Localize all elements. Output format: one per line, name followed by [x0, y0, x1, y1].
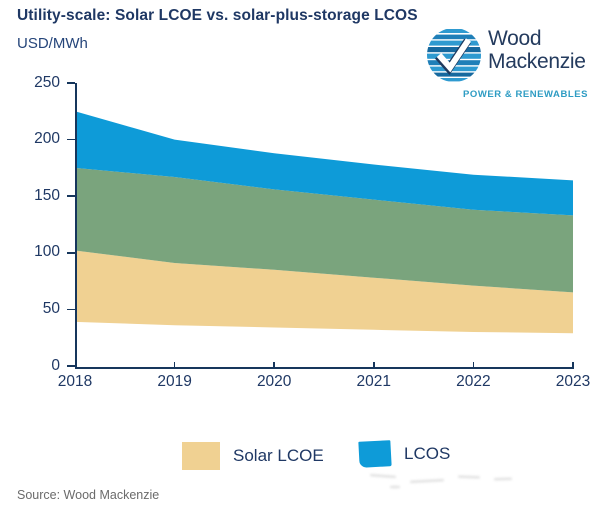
legend-item-solar-lcoe: Solar LCOE	[182, 442, 324, 470]
logo-wordmark: Wood Mackenzie	[488, 27, 586, 73]
lcos-band	[75, 111, 573, 216]
wood-mackenzie-logo: Wood Mackenzie POWER & RENEWABLES	[426, 27, 588, 100]
chart-title: Utility-scale: Solar LCOE vs. solar-plus…	[17, 7, 418, 24]
legend-swatch-lcos	[358, 440, 392, 468]
y-axis-tick	[67, 195, 75, 197]
y-axis-tick-label: 150	[34, 186, 60, 204]
y-axis-tick	[67, 138, 75, 141]
overlap-band	[75, 167, 573, 293]
y-axis-tick-label: 100	[34, 243, 60, 261]
x-axis-tick	[373, 361, 375, 368]
x-axis-tick-label: 2022	[456, 373, 491, 390]
y-axis-tick	[67, 252, 75, 254]
x-axis-tick-label: 2018	[57, 373, 93, 390]
x-axis-tick	[273, 361, 275, 368]
y-axis-tick-label: 250	[34, 73, 60, 91]
x-axis-tick-label: 2019	[157, 373, 192, 390]
x-axis-tick-label: 2021	[356, 373, 392, 390]
watermark-smudge	[362, 472, 532, 492]
y-axis-unit-label: USD/MWh	[17, 35, 88, 52]
y-axis-tick	[67, 365, 75, 367]
logo-row: Wood Mackenzie	[426, 27, 588, 83]
legend-item-lcos: LCOS	[358, 440, 451, 468]
y-axis-tick-label: 50	[42, 299, 60, 317]
x-axis-tick	[472, 361, 475, 368]
wood-mackenzie-globe-icon	[427, 29, 481, 82]
plot-area	[75, 111, 573, 334]
logo-word-2: Mackenzie	[488, 50, 586, 73]
logo-tagline: POWER & RENEWABLES	[463, 89, 588, 100]
y-axis-tick	[67, 308, 75, 311]
logo-word-1: Wood	[488, 27, 542, 50]
y-axis-tick-label: 200	[34, 130, 60, 148]
legend-label-solar-lcoe: Solar LCOE	[233, 446, 324, 465]
x-axis-tick	[572, 361, 574, 368]
y-axis-tick	[67, 82, 75, 84]
legend-swatch-solar-lcoe	[182, 442, 220, 470]
x-axis-line	[75, 367, 574, 369]
solar-lcoe-band	[75, 250, 573, 334]
x-axis-tick	[173, 361, 176, 368]
legend-label-lcos: LCOS	[404, 444, 451, 463]
y-axis-line	[75, 83, 77, 369]
source-note: Source: Wood Mackenzie	[17, 488, 160, 502]
y-axis-tick-label: 0	[51, 356, 60, 374]
x-axis-tick-label: 2020	[256, 373, 292, 390]
x-axis-tick-label: 2023	[555, 373, 591, 390]
